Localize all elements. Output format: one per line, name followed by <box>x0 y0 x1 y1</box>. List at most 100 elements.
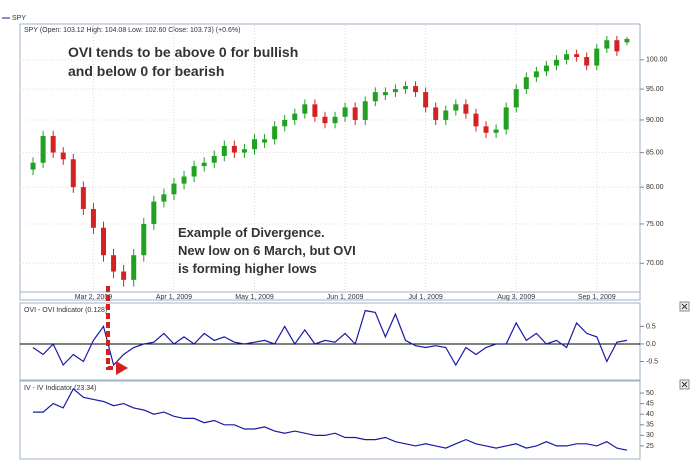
candle-body <box>141 223 147 256</box>
candle-body <box>302 104 308 114</box>
candle-body <box>101 227 106 256</box>
close-icon <box>681 303 688 310</box>
candle-body <box>292 113 298 120</box>
y-tick-label: 30 <box>646 432 654 439</box>
candle-body <box>312 104 318 117</box>
candle-body <box>453 104 459 111</box>
candle-body <box>604 40 610 49</box>
candle-body <box>90 208 96 228</box>
candle-body <box>624 38 630 43</box>
x-tick-label: Apr 1, 2009 <box>156 294 192 301</box>
candle-body <box>372 92 378 102</box>
candle-body <box>362 101 368 120</box>
candle-body <box>111 255 117 272</box>
candle-body <box>241 149 247 153</box>
indicator-line <box>32 309 628 367</box>
candle-body <box>60 152 66 160</box>
y-tick-label: 90.00 <box>646 117 664 124</box>
candle-body <box>252 139 257 150</box>
candle-body <box>231 145 237 153</box>
close-button[interactable] <box>679 379 690 390</box>
candle-body <box>594 48 600 66</box>
y-tick-label: 70.00 <box>646 260 664 267</box>
candle-body <box>40 136 46 163</box>
candle-body <box>30 162 36 170</box>
y-tick-label: 100.00 <box>646 57 668 64</box>
candle-body <box>322 116 328 124</box>
close-icon <box>681 381 688 388</box>
candle-body <box>121 271 127 280</box>
candle-body <box>332 116 338 124</box>
arrow-head <box>116 361 128 375</box>
annotation: New low on 6 March, but OVI <box>178 243 356 258</box>
x-tick-label: Mar 2, 2009 <box>75 294 112 301</box>
candle-body <box>211 155 217 163</box>
annotation: Example of Divergence. <box>178 225 325 240</box>
candle-body <box>131 255 137 280</box>
candle-body <box>221 145 227 156</box>
candle-body <box>352 107 358 120</box>
y-tick-label: 45 <box>646 400 654 407</box>
plot-layer: 100.00 95.00 90.00 85.00 80.00 75.00 70.00 Mar … <box>20 25 668 451</box>
candle-body <box>574 54 580 58</box>
annotation: is forming higher lows <box>178 261 317 276</box>
panel-title: OVI - OVI Indicator (0.128) <box>24 307 107 314</box>
candle-body <box>50 136 56 153</box>
candle-body <box>433 107 439 120</box>
candle-body <box>151 201 157 224</box>
x-tick-label: May 1, 2009 <box>235 294 274 301</box>
x-tick-label: Jun 1, 2009 <box>327 294 364 301</box>
candle-body <box>554 59 559 66</box>
y-tick-label: 85.00 <box>646 149 664 156</box>
y-tick-label: 0.5 <box>646 323 656 330</box>
candle-body <box>483 126 489 133</box>
candle-body <box>533 71 539 78</box>
y-tick-label: 80.00 <box>646 184 664 191</box>
candle-body <box>564 54 570 60</box>
y-tick-label: -0.5 <box>646 358 658 365</box>
candle-body <box>161 194 167 202</box>
candle-body <box>382 92 388 96</box>
candle-body <box>543 65 549 72</box>
annotation: OVI tends to be above 0 for bullish <box>68 44 298 60</box>
candle-body <box>392 89 398 93</box>
x-tick-label: Aug 3, 2009 <box>497 294 535 301</box>
iv-panel <box>19 380 641 460</box>
candle-body <box>171 183 177 195</box>
candle-body <box>342 107 348 117</box>
candle-body <box>272 126 278 140</box>
candle-body <box>513 89 519 108</box>
candle-body <box>443 110 449 120</box>
y-tick-label: 50 <box>646 390 654 397</box>
candle-body <box>201 162 207 167</box>
candle-body <box>403 86 408 90</box>
candle-body <box>70 159 76 188</box>
legend-entry: SPY <box>12 15 26 22</box>
candle-body <box>423 92 429 108</box>
candle-body <box>614 40 620 52</box>
chart-title: SPY (Open: 103.12 High: 104.08 Low: 102.… <box>24 27 240 34</box>
candle-body <box>282 119 288 127</box>
y-tick-label: 75.00 <box>646 221 664 228</box>
panel-title: IV - IV Indicator (23.34) <box>24 385 96 392</box>
x-tick-label: Jul 1, 2009 <box>409 294 443 301</box>
candle-body <box>463 104 469 114</box>
indicator-line <box>33 387 628 451</box>
candle-body <box>503 107 509 130</box>
close-button[interactable] <box>679 301 690 312</box>
x-tick-label: Sep 1, 2009 <box>578 294 616 301</box>
y-tick-label: 0.0 <box>646 341 656 348</box>
candle-body <box>191 166 197 177</box>
candle-body <box>523 77 529 90</box>
candle-body <box>80 187 86 209</box>
y-tick-label: 95.00 <box>646 86 664 93</box>
candle-body <box>493 129 499 133</box>
y-tick-label: 25 <box>646 443 654 450</box>
candle-body <box>473 113 479 127</box>
candle-body <box>181 176 187 184</box>
candle-body <box>584 57 590 66</box>
y-tick-label: 40 <box>646 411 654 418</box>
candle-body <box>262 139 268 143</box>
divergence-arrow <box>106 286 116 370</box>
